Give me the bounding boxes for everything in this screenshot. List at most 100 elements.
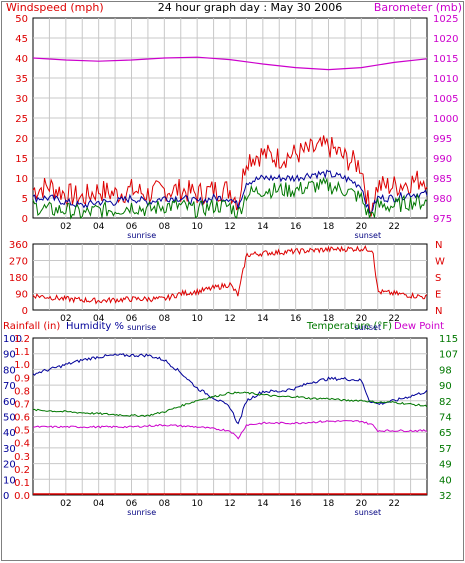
rainfall-tick-label: 0.9 <box>14 373 30 384</box>
barometer-tick-label: 985 <box>433 174 452 185</box>
humidity-tick-label: 90 <box>3 350 16 361</box>
barometer-tick-label: 990 <box>433 154 452 165</box>
humidity-tick-label: 60 <box>3 397 16 408</box>
barometer-tick-label: 975 <box>433 214 452 225</box>
hour-tick-label: 02 <box>60 499 71 509</box>
temperature-tick-label: 115 <box>439 334 458 345</box>
hour-tick-label: 04 <box>93 499 105 509</box>
barometer-tick-label: 1025 <box>433 14 458 25</box>
dewpoint-axis-title: Dew Point <box>394 321 444 332</box>
direction-tick-label: 0 <box>22 306 28 317</box>
sunset-label: sunset <box>355 508 382 517</box>
temperature-line <box>32 391 428 418</box>
windspeed-tick-label: 50 <box>15 14 28 25</box>
hour-tick-label: 14 <box>257 499 269 509</box>
hour-tick-label: 10 <box>191 499 203 509</box>
sunset-label: sunset <box>355 231 382 240</box>
hour-tick-label: 18 <box>323 222 335 232</box>
humidity-tick-label: 30 <box>3 444 16 455</box>
hour-tick-label: 08 <box>159 314 171 324</box>
hour-tick-label: 16 <box>290 499 302 509</box>
windspeed-tick-label: 15 <box>15 154 28 165</box>
hour-tick-label: 12 <box>224 314 235 324</box>
humidity-tick-label: 80 <box>3 365 16 376</box>
temperature-tick-label: 98 <box>439 365 452 376</box>
rainfall-tick-label: 1.1 <box>14 347 30 358</box>
hour-tick-label: 14 <box>257 222 269 232</box>
barometer-tick-label: 1015 <box>433 54 458 65</box>
rainfall-tick-label: 0.5 <box>14 426 30 437</box>
chart-title: 24 hour graph day : May 30 2006 <box>158 1 343 14</box>
direction-tick-label: 360 <box>9 240 28 251</box>
temperature-tick-label: 40 <box>439 475 452 486</box>
humidity-line <box>32 353 428 425</box>
temperature-tick-label: 32 <box>439 491 452 502</box>
temperature-tick-label: 74 <box>439 413 452 424</box>
humidity-tick-label: 70 <box>3 381 16 392</box>
sunrise-label: sunrise <box>127 508 156 517</box>
hour-tick-label: 12 <box>224 499 235 509</box>
humidity-tick-label: 100 <box>3 334 22 345</box>
hour-tick-label: 08 <box>159 222 171 232</box>
hour-tick-label: 08 <box>159 499 171 509</box>
hour-tick-label: 10 <box>191 222 203 232</box>
wind-min-line <box>32 176 428 220</box>
windspeed-tick-label: 10 <box>15 174 28 185</box>
barometer-tick-label: 1005 <box>433 94 458 105</box>
compass-tick-label: W <box>435 257 445 268</box>
barometer-tick-label: 980 <box>433 194 452 205</box>
rainfall-tick-label: 0.1 <box>14 478 30 489</box>
hour-tick-label: 06 <box>126 499 138 509</box>
rainfall-tick-label: 0.2 <box>14 465 30 476</box>
temperature-tick-label: 107 <box>439 350 458 361</box>
compass-tick-label: S <box>435 273 441 284</box>
windspeed-tick-label: 35 <box>15 74 28 85</box>
windspeed-tick-label: 40 <box>15 54 28 65</box>
rainfall-tick-label: 0.3 <box>14 452 30 463</box>
rainfall-tick-label: 1.2 <box>14 334 30 345</box>
hour-tick-label: 22 <box>388 314 399 324</box>
direction-tick-label: 180 <box>9 273 28 284</box>
windspeed-axis-title: Windspeed (mph) <box>6 1 104 14</box>
barometer-tick-label: 1000 <box>433 114 458 125</box>
compass-tick-label: N <box>435 306 442 317</box>
hour-tick-label: 04 <box>93 222 105 232</box>
hour-tick-label: 16 <box>290 314 302 324</box>
hour-tick-label: 06 <box>126 314 138 324</box>
hour-tick-label: 20 <box>356 499 368 509</box>
temperature-tick-label: 82 <box>439 397 452 408</box>
barometer-tick-label: 1020 <box>433 34 458 45</box>
temperature-tick-label: 49 <box>439 460 452 471</box>
hour-tick-label: 20 <box>356 222 368 232</box>
rainfall-tick-label: 0.6 <box>14 413 30 424</box>
barometer-axis-title: Barometer (mb) <box>374 1 462 14</box>
humidity-tick-label: 0 <box>3 491 9 502</box>
hour-tick-label: 12 <box>224 222 235 232</box>
wind-avg-line <box>32 169 428 214</box>
hour-tick-label: 20 <box>356 314 368 324</box>
direction-tick-label: 270 <box>9 257 28 268</box>
hour-tick-label: 04 <box>93 314 105 324</box>
rainfall-axis-title: Rainfall (in) <box>3 321 60 332</box>
temperature-tick-label: 90 <box>439 381 452 392</box>
windspeed-tick-label: 20 <box>15 134 28 145</box>
hour-tick-label: 02 <box>60 222 71 232</box>
hour-tick-label: 16 <box>290 222 302 232</box>
dewpoint-line <box>32 420 428 440</box>
temperature-axis-title: Temperature (°F) <box>306 321 392 332</box>
compass-tick-label: E <box>435 290 441 301</box>
barometer-tick-label: 1010 <box>433 74 458 85</box>
windspeed-tick-label: 45 <box>15 34 28 45</box>
windspeed-tick-label: 5 <box>22 194 28 205</box>
hour-tick-label: 14 <box>257 314 269 324</box>
humidity-tick-label: 10 <box>3 475 16 486</box>
windspeed-tick-label: 25 <box>15 114 28 125</box>
hour-tick-label: 02 <box>60 314 71 324</box>
windspeed-tick-label: 0 <box>22 214 28 225</box>
wind-gust-line <box>32 135 428 217</box>
hour-tick-label: 10 <box>191 314 203 324</box>
sunrise-label: sunrise <box>127 323 156 332</box>
